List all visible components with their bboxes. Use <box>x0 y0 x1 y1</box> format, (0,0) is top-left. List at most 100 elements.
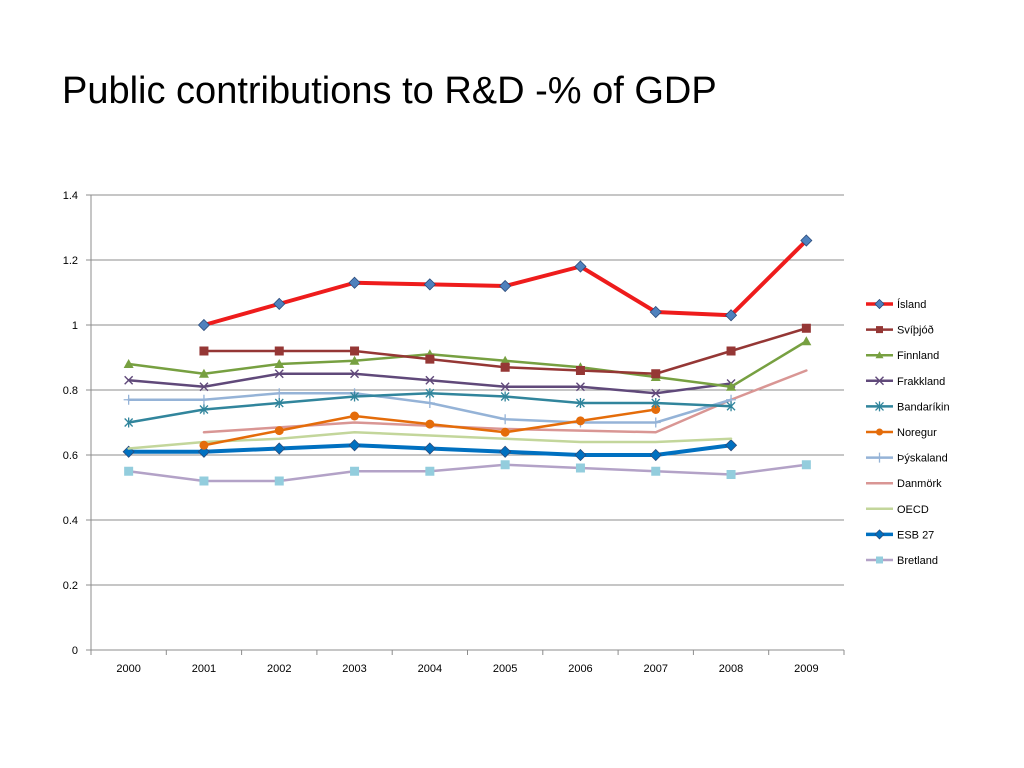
series-9 <box>122 439 738 462</box>
data-point <box>199 476 209 486</box>
legend-entry: Noregur <box>866 427 937 439</box>
data-point <box>199 382 209 392</box>
x-tick-label: 2002 <box>267 663 291 675</box>
y-tick-label: 0.8 <box>63 385 78 397</box>
data-point <box>424 398 435 408</box>
data-point <box>350 411 360 421</box>
data-point <box>350 369 360 379</box>
data-point <box>651 398 661 408</box>
x-tick-label: 2008 <box>719 663 743 675</box>
legend-label: Finnland <box>897 350 939 362</box>
legend-label: ESB 27 <box>897 529 934 541</box>
data-point <box>574 260 587 273</box>
data-point <box>199 440 209 450</box>
data-point <box>123 394 134 405</box>
data-point <box>348 276 361 289</box>
legend-label: Bretland <box>897 555 938 567</box>
data-point <box>425 388 435 399</box>
legend-label: Noregur <box>897 427 937 439</box>
y-tick-label: 0 <box>72 645 78 657</box>
data-point <box>500 414 511 425</box>
data-point <box>273 297 286 310</box>
legend-label: Þýskaland <box>897 453 948 465</box>
y-tick-label: 0.6 <box>63 450 78 462</box>
legend-label: Bandaríkin <box>897 401 950 413</box>
data-point <box>425 466 435 476</box>
data-point <box>649 448 662 462</box>
x-tick-label: 2003 <box>342 663 366 675</box>
legend: Ísland Svíþjóð Finnland Frakkland Bandaríkin… <box>866 298 950 567</box>
data-point <box>197 445 211 458</box>
x-tick-label: 2009 <box>794 663 818 675</box>
data-point <box>575 416 585 426</box>
data-point <box>425 419 435 429</box>
axes: 0 0.2 0.4 0.6 0.8 1 1.2 1.4 2000 2001 2002 2003 2004… <box>63 190 845 675</box>
data-point <box>199 346 209 356</box>
data-point <box>500 355 511 365</box>
data-point <box>875 351 884 359</box>
series-5 <box>199 405 661 450</box>
data-point <box>800 234 813 247</box>
data-point <box>724 309 738 322</box>
legend-entry: Bretland <box>866 555 938 567</box>
data-point <box>651 388 661 398</box>
legend-entry: ESB 27 <box>866 529 934 541</box>
legend-entry: Ísland <box>866 298 926 311</box>
data-point <box>198 368 209 378</box>
data-point <box>801 323 811 333</box>
data-point <box>124 375 134 385</box>
y-tick-label: 0.4 <box>63 515 78 527</box>
series-3 <box>124 369 736 398</box>
legend-entry: Svíþjóð <box>866 325 934 337</box>
data-point <box>575 398 585 408</box>
series-10 <box>124 460 811 486</box>
data-point <box>575 382 585 392</box>
data-point <box>726 401 736 412</box>
data-point <box>874 529 885 540</box>
series-0 <box>197 234 813 332</box>
legend-entry: Finnland <box>866 350 939 362</box>
data-point <box>575 366 585 375</box>
data-point <box>500 362 510 372</box>
data-point <box>876 556 883 564</box>
data-point <box>348 439 361 452</box>
data-point <box>874 298 885 310</box>
series-lines <box>122 234 813 486</box>
data-point <box>874 452 885 463</box>
data-point <box>198 394 209 405</box>
x-tick-label: 2006 <box>568 663 592 675</box>
y-tick-label: 1.4 <box>63 190 78 202</box>
data-point <box>274 476 284 486</box>
data-point <box>350 391 360 402</box>
y-tick-label: 1 <box>72 320 78 332</box>
data-point <box>123 359 134 368</box>
data-point <box>876 428 883 436</box>
data-point <box>875 376 884 386</box>
data-point <box>500 391 510 402</box>
x-tick-label: 2005 <box>493 663 517 675</box>
y-tick-label: 1.2 <box>63 255 78 267</box>
x-tick-label: 2000 <box>116 663 140 675</box>
data-point <box>500 427 510 437</box>
series-1 <box>199 323 811 379</box>
data-point <box>124 466 134 476</box>
data-point <box>423 442 436 455</box>
x-tick-label: 2004 <box>418 663 442 675</box>
legend-entry: Frakkland <box>866 376 945 388</box>
legend-entry: OECD <box>866 504 929 516</box>
data-point <box>274 359 285 368</box>
legend-entry: Bandaríkin <box>866 401 950 413</box>
data-point <box>197 318 211 332</box>
data-point <box>274 398 284 408</box>
legend-label: Ísland <box>897 298 926 311</box>
slide-title: Public contributions to R&D -% of GDP <box>62 70 717 112</box>
data-point <box>274 346 284 356</box>
legend-label: Frakkland <box>897 376 945 388</box>
data-point <box>876 326 883 334</box>
data-point <box>651 405 661 414</box>
data-point <box>423 278 436 291</box>
series-4 <box>124 388 736 428</box>
legend-entry: Danmörk <box>866 478 942 490</box>
